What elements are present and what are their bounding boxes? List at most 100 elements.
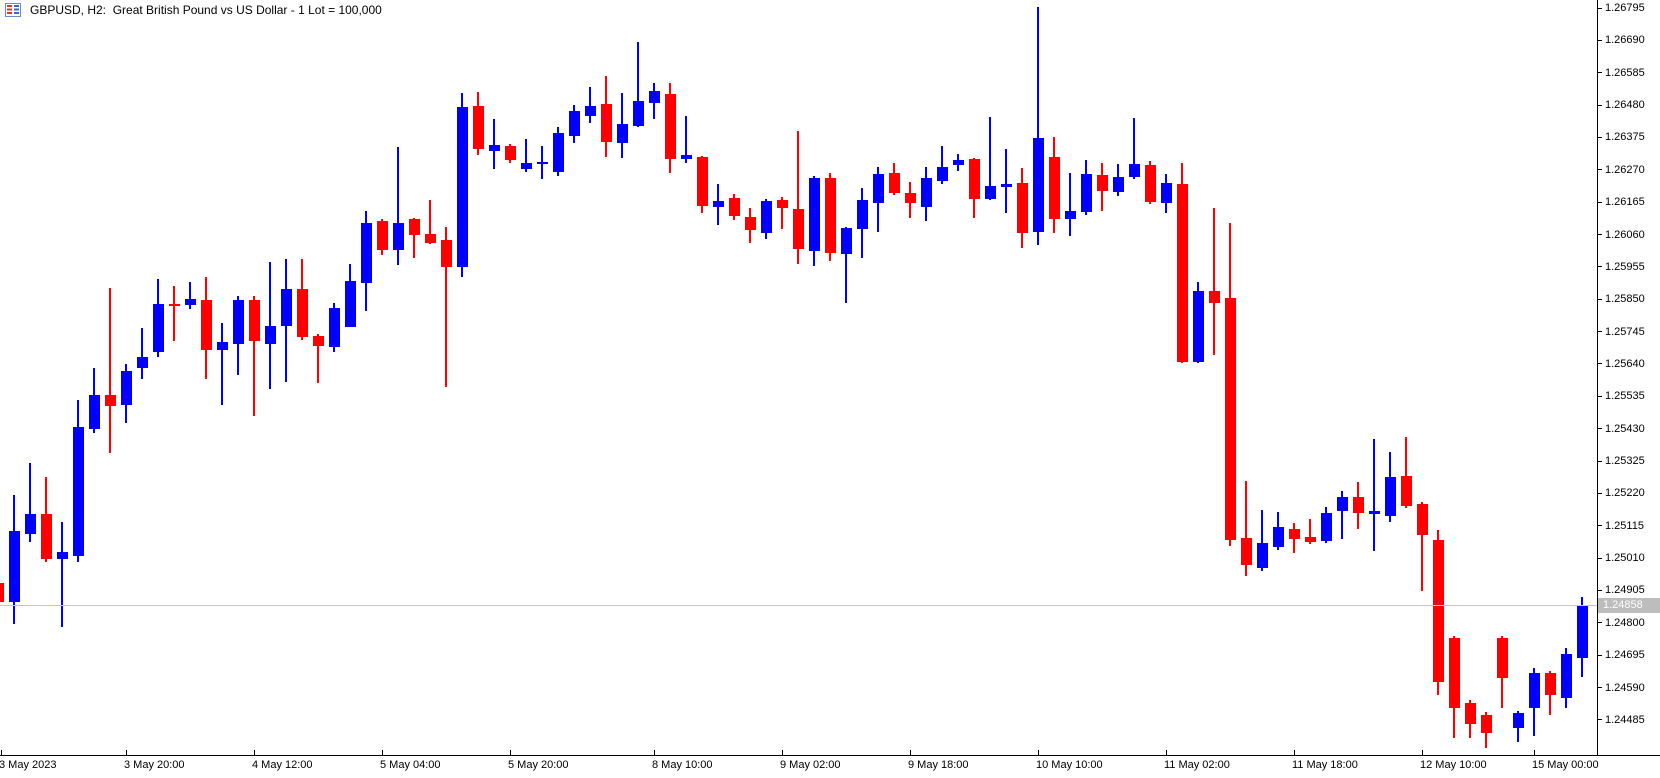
price-tick-label: 1.26060 [1605,228,1645,241]
candle-wick-down [317,334,319,384]
price-tick-dash [1597,622,1602,624]
candle-body-down [1449,637,1460,708]
candle-body-down [729,198,740,217]
price-tick-label: 1.26165 [1605,196,1645,209]
candle-body-down [825,178,836,253]
candle-wick-down [445,227,447,388]
price-tick-dash [1597,719,1602,721]
candle-body-up [281,289,292,327]
candle-wick-up [61,522,63,628]
candle-body-up [1385,477,1396,517]
candle-wick-up [29,462,31,543]
candle-body-up [681,155,692,159]
price-axis-line [1597,0,1598,755]
time-tick-dash [510,750,511,755]
candle-wick-up [1005,149,1007,213]
candle-wick-up [1069,172,1071,237]
time-tick-dash [910,750,911,755]
candle-body-up [1113,177,1124,192]
candle-wick-up [189,281,191,310]
candle-body-up [1081,174,1092,213]
price-tick-label: 1.26480 [1605,99,1645,112]
price-tick-dash [1597,363,1602,365]
candle-body-up [489,145,500,151]
candle-body-down [1289,529,1300,539]
candle-body-down [745,216,756,230]
candle-body-down [473,106,484,150]
candle-body-up [649,90,660,103]
candle-body-up [1257,543,1268,568]
time-tick-dash [1166,750,1167,755]
price-tick-label: 1.25325 [1605,455,1645,468]
candle-wick-up [1133,118,1135,180]
candle-body-up [457,106,468,267]
candle-body-up [569,110,580,136]
time-tick-label: 5 May 20:00 [508,759,569,771]
price-tick-dash [1597,7,1602,9]
candlestick-plot-area[interactable] [0,0,1597,755]
candle-body-down [1145,165,1156,203]
candle-body-down [169,304,180,307]
candle-body-up [1065,211,1076,220]
chart-title: GBPUSD, H2: Great British Pound vs US Do… [30,3,382,17]
price-tick-dash [1597,654,1602,656]
price-tick-dash [1597,331,1602,333]
candle-body-down [505,146,516,160]
candle-wick-down [1421,502,1423,592]
candle-body-down [249,299,260,342]
price-tick-dash [1597,492,1602,494]
candle-body-up [985,186,996,200]
price-tick-label: 1.26270 [1605,163,1645,176]
candle-body-up [1369,510,1380,515]
candle-body-down [425,233,436,244]
candle-body-down [105,395,116,407]
candle-body-up [537,162,548,165]
time-tick-label: 15 May 00:00 [1532,759,1599,771]
price-tick-label: 1.25640 [1605,357,1645,370]
candle-body-down [1465,702,1476,724]
candle-body-up [57,551,68,560]
price-tick-label: 1.25535 [1605,390,1645,403]
candle-body-down [1305,537,1316,543]
candle-wick-up [989,117,991,200]
time-tick-label: 12 May 10:00 [1420,759,1487,771]
candle-body-up [217,342,228,351]
candle-body-up [521,163,532,169]
candle-body-down [777,200,788,208]
candle-body-up [1273,526,1284,548]
price-tick-label: 1.25220 [1605,487,1645,500]
candle-body-up [9,530,20,603]
price-tick-label: 1.25745 [1605,325,1645,338]
chart-header: GBPUSD, H2: Great British Pound vs US Do… [5,3,382,17]
candle-body-up [1193,290,1204,363]
candle-body-up [121,371,132,405]
candle-body-down [905,192,916,204]
time-tick-label: 8 May 10:00 [652,759,713,771]
price-tick-label: 1.25115 [1605,519,1644,532]
candle-body-down [409,219,420,236]
candle-wick-up [525,138,527,172]
candle-wick-down [1213,208,1215,355]
candle-body-up [1561,653,1572,699]
candle-wick-up [141,327,143,380]
candle-body-up [361,223,372,283]
candle-body-up [1161,183,1172,204]
time-tick-label: 11 May 18:00 [1292,759,1358,771]
current-price-label: 1.24858 [1598,597,1660,613]
time-tick-label: 11 May 02:00 [1164,759,1230,771]
time-tick-dash [782,750,783,755]
candle-body-up [1321,513,1332,542]
candle-body-up [809,178,820,251]
time-axis-line [0,755,1660,756]
time-tick-dash [1038,750,1039,755]
price-tick-dash [1597,687,1602,689]
candle-body-down [793,208,804,249]
candle-body-up [713,200,724,208]
price-tick-dash [1597,428,1602,430]
candle-body-down [377,220,388,250]
price-tick-label: 1.26375 [1605,131,1645,144]
candle-body-up [761,200,772,233]
chart-window-icon [5,3,21,17]
candle-wick-up [685,115,687,163]
